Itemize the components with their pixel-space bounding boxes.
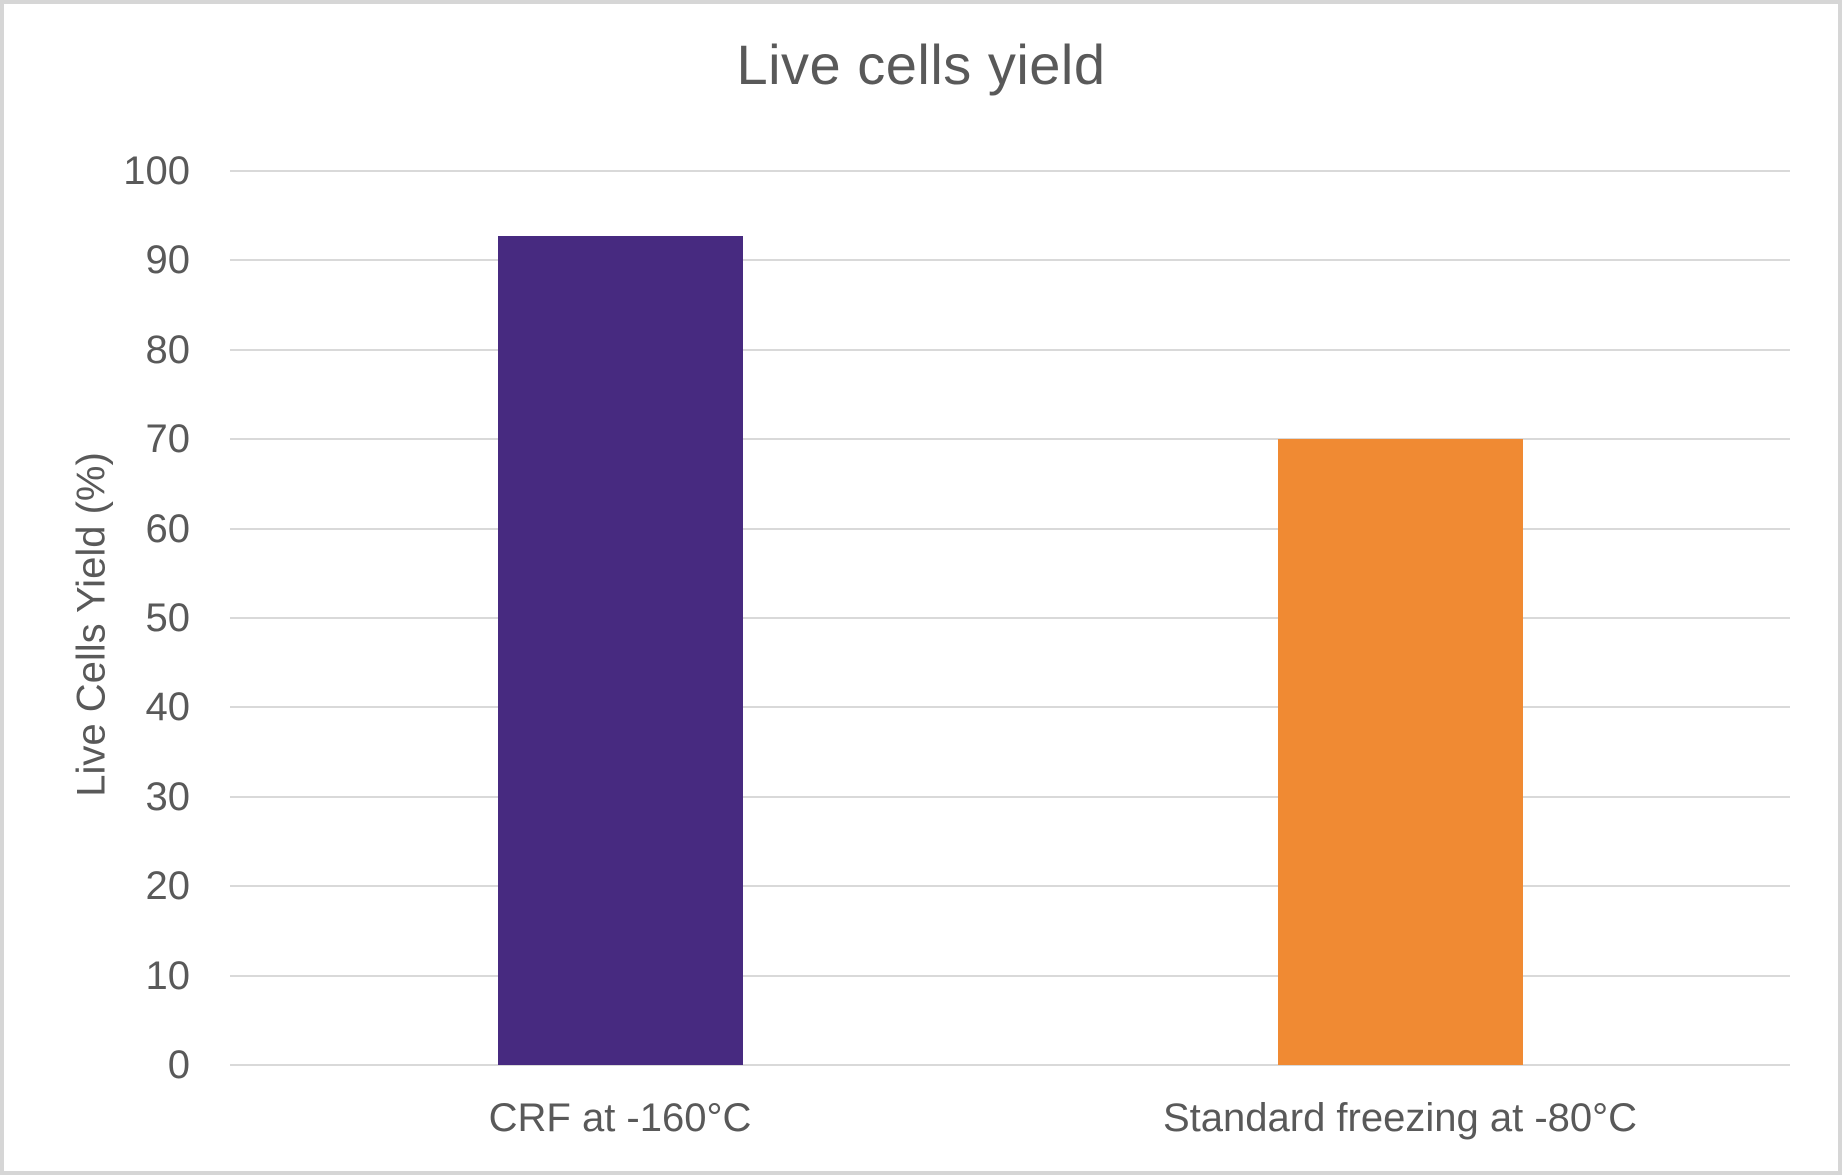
y-tick-label-0: 0 — [167, 1043, 190, 1087]
gridline-y-100 — [230, 170, 1790, 172]
gridline-y-60 — [230, 527, 1790, 530]
chart-title: Live cells yield — [736, 33, 1106, 96]
x-category-label-2: Standard freezing at -80°C — [1162, 1096, 1638, 1140]
y-tick-label-10: 10 — [145, 953, 191, 998]
bar-2 — [1277, 439, 1523, 1065]
gridline-y-20 — [230, 885, 1790, 888]
gridline-y-30 — [230, 795, 1790, 798]
gridline-y-50 — [230, 617, 1790, 619]
gridline-y-10 — [230, 974, 1790, 977]
y-tick-label-60: 60 — [145, 506, 191, 551]
y-tick-label-90: 90 — [145, 238, 191, 283]
y-tick-label-100: 100 — [123, 149, 190, 193]
y-tick-label-30: 30 — [145, 774, 191, 819]
gridline-y-80 — [230, 348, 1790, 351]
x-category-label-1: CRF at -160°C — [488, 1096, 752, 1140]
gridline-y-40 — [230, 706, 1790, 709]
gridline-y-0 — [230, 1064, 1790, 1066]
y-tick-label-80: 80 — [145, 327, 191, 372]
y-tick-label-50: 50 — [145, 596, 191, 640]
gridline-y-90 — [230, 259, 1790, 262]
gridline-y-70 — [230, 438, 1790, 441]
bar-1 — [497, 236, 743, 1065]
y-tick-label-40: 40 — [145, 685, 191, 730]
plot-area — [230, 170, 1790, 1066]
y-tick-label-70: 70 — [145, 417, 191, 462]
y-tick-label-20: 20 — [145, 864, 191, 909]
